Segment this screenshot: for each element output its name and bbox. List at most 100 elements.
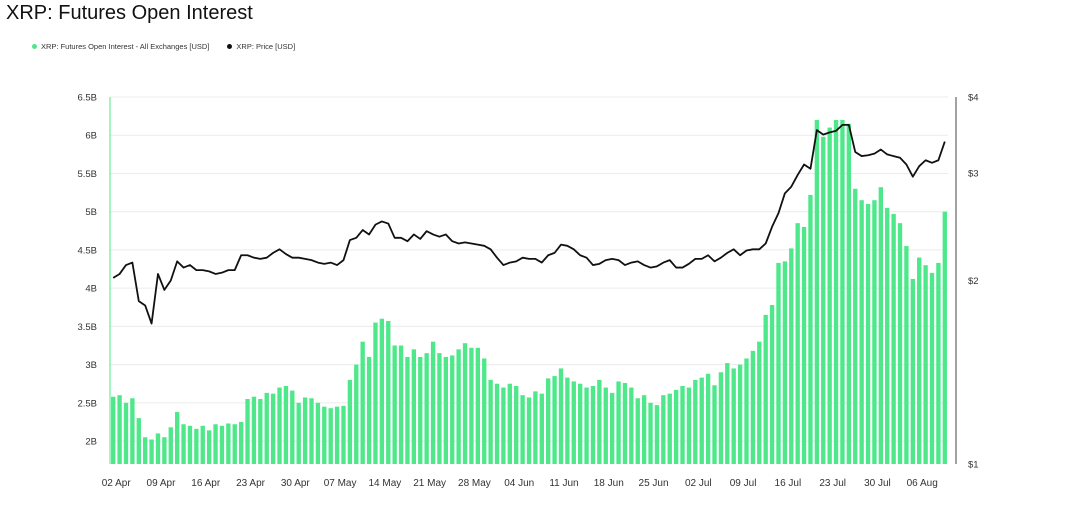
legend-dot-price [227, 44, 233, 49]
oi-bar [827, 127, 832, 464]
oi-bar [296, 402, 301, 464]
price-line [112, 123, 946, 325]
legend-dot-open-interest [32, 44, 37, 49]
oi-bar [840, 119, 845, 464]
oi-bar [795, 223, 800, 464]
oi-bar [456, 349, 461, 464]
oi-bar [469, 347, 474, 464]
oi-bar [232, 424, 237, 464]
oi-bar [418, 356, 423, 464]
oi-bar [238, 421, 244, 464]
oi-bar [737, 364, 743, 464]
oi-bar [897, 223, 903, 464]
oi-bar [226, 423, 231, 464]
oi-bar [258, 399, 263, 464]
oi-bar [878, 187, 884, 465]
legend-item-price[interactable]: XRP: Price [USD] [227, 42, 295, 51]
oi-bar [641, 395, 647, 464]
oi-bar [366, 356, 372, 464]
y-left-tick-label: 2B [85, 437, 97, 448]
oi-bar [552, 376, 557, 464]
oi-bar [667, 393, 672, 464]
oi-bar [539, 393, 544, 464]
oi-bar [661, 395, 666, 464]
y-right-tick-label: $4 [968, 93, 979, 104]
oi-bar [162, 437, 167, 464]
x-tick-label: 09 Jul [730, 478, 757, 489]
legend-item-open-interest[interactable]: XRP: Futures Open Interest - All Exchang… [32, 42, 209, 51]
oi-bar [450, 355, 455, 464]
oi-bar [776, 262, 781, 464]
oi-bar [648, 402, 653, 464]
oi-bar [616, 381, 621, 464]
x-tick-label: 30 Apr [281, 478, 311, 489]
y-left-tick-label: 3B [85, 360, 97, 371]
oi-bar [597, 379, 602, 464]
y-left-tick-label: 2.5B [77, 398, 97, 409]
y-left-tick-label: 4.5B [77, 245, 97, 256]
oi-bar [174, 412, 180, 464]
x-tick-label: 23 Apr [236, 478, 266, 489]
oi-bar [290, 390, 295, 464]
oi-bar [821, 136, 826, 464]
oi-bar [347, 379, 353, 464]
oi-bar [520, 395, 525, 464]
oi-bar [514, 386, 519, 464]
oi-bar [910, 278, 915, 464]
oi-bar [571, 381, 576, 464]
y-left-tick-label: 5.5B [77, 169, 97, 180]
oi-bar [654, 405, 660, 464]
oi-bar [334, 406, 340, 464]
oi-bar [309, 398, 314, 464]
oi-bar [712, 385, 717, 464]
x-tick-label: 11 Jun [549, 478, 578, 489]
x-tick-label: 04 Jun [504, 478, 534, 489]
y-right-tick-label: $3 [968, 169, 979, 180]
oi-bar [264, 392, 269, 464]
oi-bar [565, 377, 570, 464]
oi-bar [635, 398, 640, 464]
oi-bar [283, 386, 289, 464]
legend-label-price: XRP: Price [USD] [236, 42, 296, 51]
oi-bar [725, 363, 730, 464]
x-tick-label: 16 Jul [775, 478, 802, 489]
x-tick-label: 18 Jun [594, 478, 624, 489]
oi-bar [501, 387, 506, 464]
oi-bar [270, 393, 276, 464]
oi-bar [405, 356, 410, 464]
chart-title: XRP: Futures Open Interest [6, 2, 253, 24]
x-tick-label: 06 Aug [907, 478, 938, 489]
x-tick-label: 16 Apr [191, 478, 221, 489]
oi-bar [373, 322, 378, 464]
oi-bar [808, 194, 813, 464]
oi-bar [789, 248, 794, 464]
oi-bar [187, 425, 193, 464]
oi-bar [763, 314, 768, 464]
oi-bar [705, 373, 711, 464]
oi-bar [315, 402, 321, 464]
oi-bar [526, 397, 532, 464]
oi-bar [936, 262, 941, 464]
x-tick-label: 09 Apr [147, 478, 177, 489]
oi-bar [507, 383, 512, 464]
oi-bar [475, 347, 480, 464]
oi-bar [833, 119, 839, 464]
oi-bar [546, 378, 551, 464]
oi-bar [424, 353, 429, 464]
oi-bar [213, 424, 218, 464]
oi-bar [136, 418, 141, 464]
legend-label-open-interest: XRP: Futures Open Interest - All Exchang… [41, 42, 210, 51]
oi-bar [251, 396, 257, 464]
oi-bar [443, 356, 449, 464]
x-tick-label: 02 Apr [102, 478, 132, 489]
oi-bar [814, 119, 820, 464]
oi-bar [629, 387, 634, 464]
oi-bar [942, 211, 947, 464]
oi-bar [437, 353, 442, 464]
oi-bar [379, 318, 385, 464]
oi-bar [904, 246, 909, 464]
oi-bar [206, 430, 212, 464]
legend: XRP: Futures Open Interest - All Exchang… [32, 42, 295, 51]
x-tick-label: 30 Jul [864, 478, 891, 489]
oi-bar [872, 200, 877, 464]
